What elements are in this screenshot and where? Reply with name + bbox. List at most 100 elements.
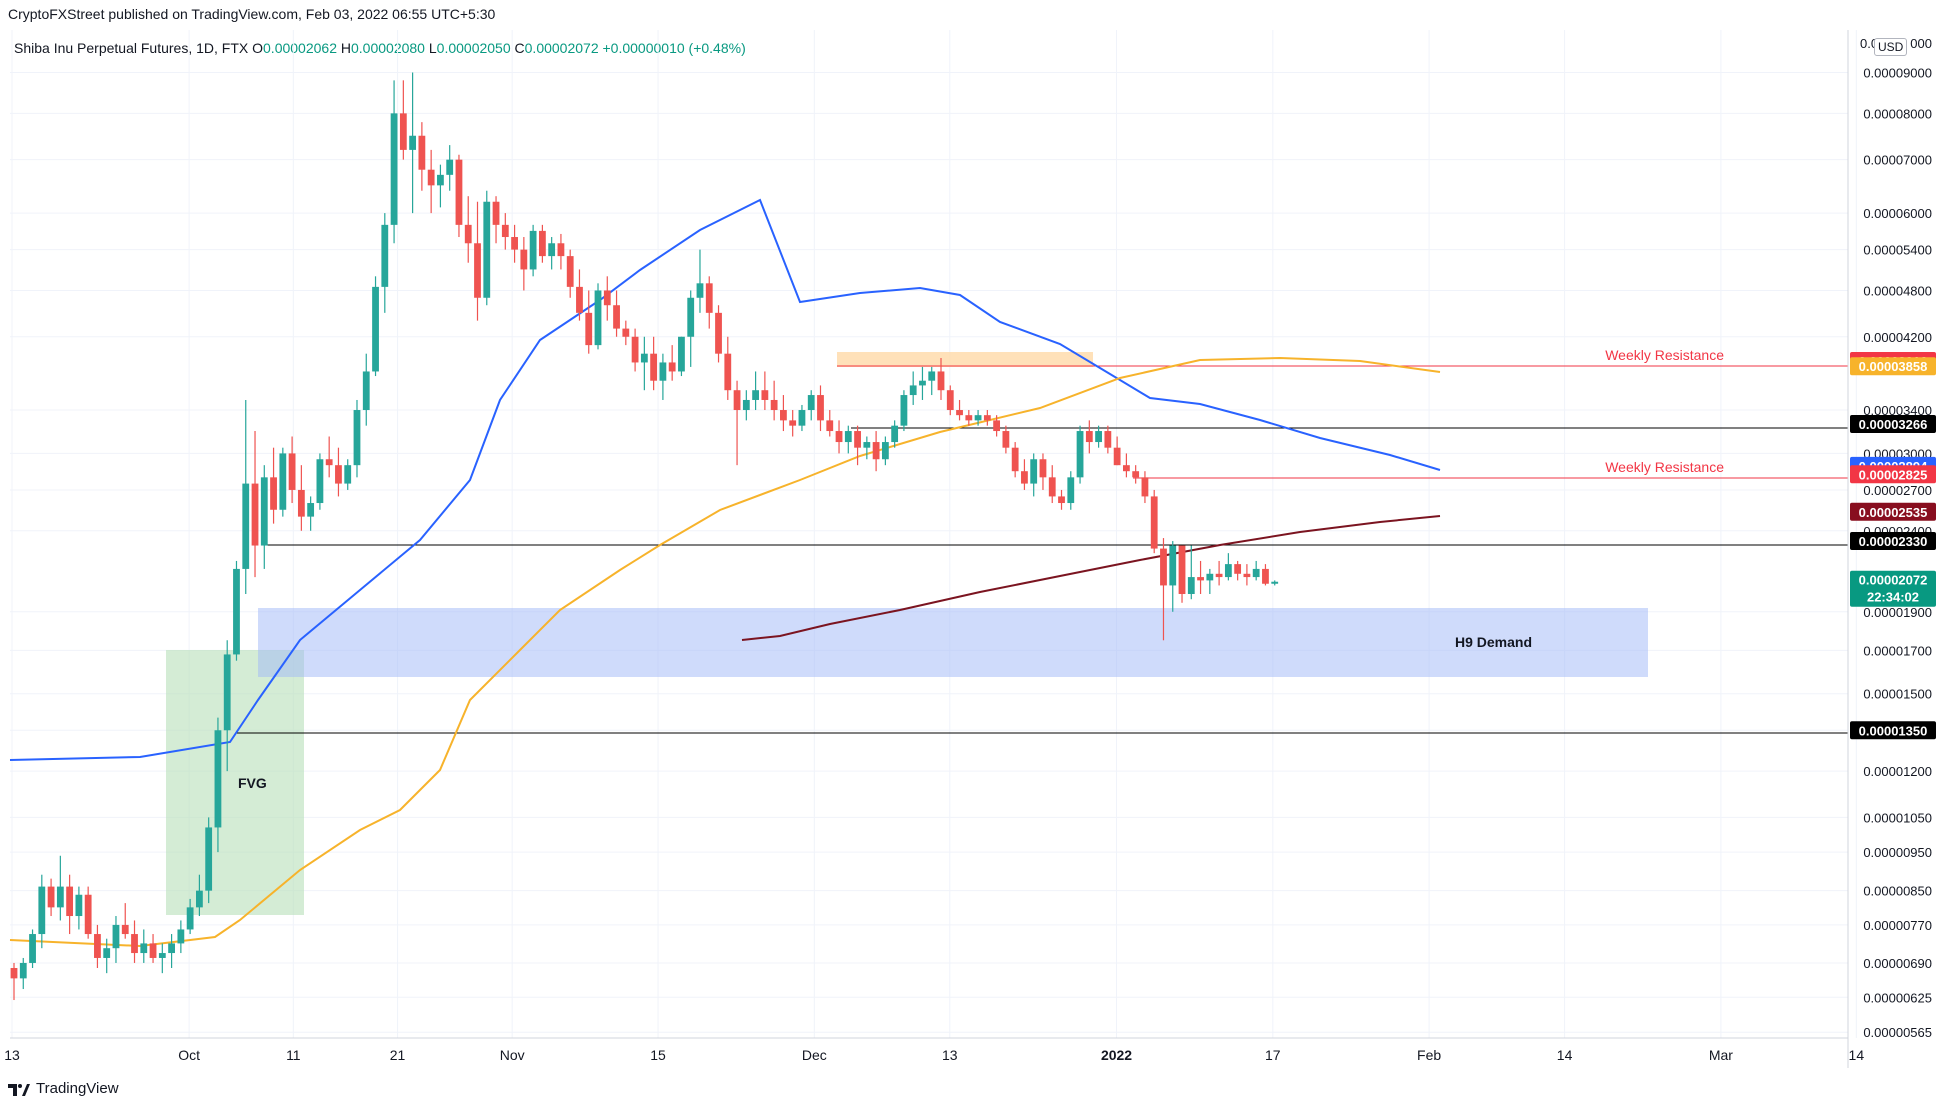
candle-body	[1067, 477, 1075, 504]
candle	[1187, 545, 1195, 600]
candle	[585, 290, 593, 354]
candle-body	[325, 459, 333, 466]
price-tick-label: 0.00001050	[1863, 810, 1932, 825]
published-header: CryptoFXStreet published on TradingView.…	[8, 6, 496, 22]
candle-body	[946, 390, 954, 411]
price-tick-label: 0.00001700	[1863, 643, 1932, 658]
price-ticks: 0.00009000 0.00008000 0.00007000 0.00006000…	[1860, 36, 1932, 1040]
price-tag-bg	[1850, 532, 1936, 551]
candle	[603, 276, 611, 321]
candle-body	[390, 113, 398, 225]
open-value: 0.00002062	[263, 40, 337, 56]
candle	[1150, 489, 1158, 554]
candle	[492, 196, 500, 244]
change-value: +0.00000010 (+0.48%)	[602, 40, 746, 56]
candle	[418, 122, 426, 191]
candle-body	[56, 886, 64, 908]
price-tick-label: 0.00006000	[1863, 206, 1932, 221]
candle	[891, 420, 899, 448]
candle-body	[121, 924, 129, 935]
time-tick-label: 17	[1265, 1047, 1281, 1063]
candle	[427, 149, 435, 214]
candle	[974, 410, 982, 426]
candle-body	[260, 477, 268, 546]
candle	[965, 410, 973, 426]
candle	[538, 224, 546, 263]
candle-body	[186, 907, 194, 930]
candle-body	[576, 286, 583, 313]
candle	[687, 290, 695, 367]
candle	[844, 425, 852, 454]
candle	[520, 237, 528, 291]
candle	[817, 385, 824, 432]
candle	[1076, 425, 1084, 484]
time-tick-label: 11	[286, 1047, 301, 1063]
price-tick-label: 0.00000565	[1863, 1025, 1932, 1040]
candle-body	[1085, 431, 1093, 443]
candle	[696, 249, 704, 313]
price-tag: 0.00002535	[1850, 502, 1936, 521]
price-tick-label: 0.00001500	[1863, 687, 1932, 702]
candle	[881, 436, 889, 466]
price-tag-bg	[1850, 357, 1936, 376]
candle-body	[177, 929, 185, 944]
candle	[1095, 425, 1102, 448]
candle-body	[956, 410, 963, 416]
countdown-label: 22:34:02	[1867, 590, 1919, 605]
candle-body	[446, 159, 454, 175]
candle-body	[1058, 496, 1065, 504]
candle	[362, 353, 370, 426]
candle	[297, 465, 305, 531]
candle-body	[881, 442, 889, 460]
price-tag: 0.00002825	[1850, 465, 1936, 484]
price-tag-label: 0.00002330	[1859, 534, 1928, 549]
price-tag-label: 0.00002535	[1859, 505, 1928, 520]
candle-body	[529, 230, 537, 270]
fvg-label: FVG	[238, 775, 267, 791]
candle	[1123, 453, 1130, 478]
candle-body	[307, 503, 315, 517]
time-tick-label: Feb	[1417, 1047, 1441, 1063]
close-value: 0.00002072	[524, 40, 599, 56]
currency-selector[interactable]: USD	[1874, 38, 1908, 56]
weekly-resistance-label-1: Weekly Resistance	[1605, 347, 1724, 363]
candle	[140, 929, 148, 963]
candle	[622, 320, 630, 346]
candle-body	[1132, 471, 1140, 478]
candle	[1169, 541, 1177, 612]
candle	[770, 380, 778, 421]
candle	[446, 145, 454, 191]
candle-body	[826, 420, 834, 432]
candle	[529, 224, 537, 277]
symbol-name[interactable]: Shiba Inu Perpetual Futures, 1D, FTX	[14, 40, 249, 56]
candle	[919, 366, 926, 400]
candle-body	[983, 415, 991, 421]
symbol-legend: Shiba Inu Perpetual Futures, 1D, FTX O0.…	[14, 40, 746, 56]
candle	[390, 80, 398, 244]
candle	[613, 290, 620, 337]
price-tag-bg	[1850, 721, 1936, 740]
candle	[594, 283, 602, 350]
last-price-tag: 0.00002072 22:34:02	[1850, 570, 1936, 607]
candle	[733, 380, 741, 466]
candle-body	[242, 483, 250, 569]
candle-body	[937, 371, 945, 391]
time-tick-label: Oct	[178, 1047, 200, 1063]
candle-body	[279, 453, 287, 510]
candle	[826, 410, 834, 437]
price-tick-label: 0.00000690	[1863, 956, 1932, 971]
candle	[316, 453, 324, 510]
candle-body	[205, 827, 213, 891]
candle-body	[1048, 477, 1056, 497]
price-tags: 0.000039160.000038580.000032660.00002894…	[1850, 352, 1936, 740]
candle	[1234, 560, 1242, 581]
candle-body	[149, 943, 157, 958]
candle-body	[1123, 465, 1130, 472]
candle	[94, 924, 101, 969]
candle	[742, 390, 750, 421]
candle	[798, 404, 806, 432]
candle-body	[613, 305, 620, 329]
candle-body	[594, 290, 602, 346]
candle	[56, 855, 64, 921]
